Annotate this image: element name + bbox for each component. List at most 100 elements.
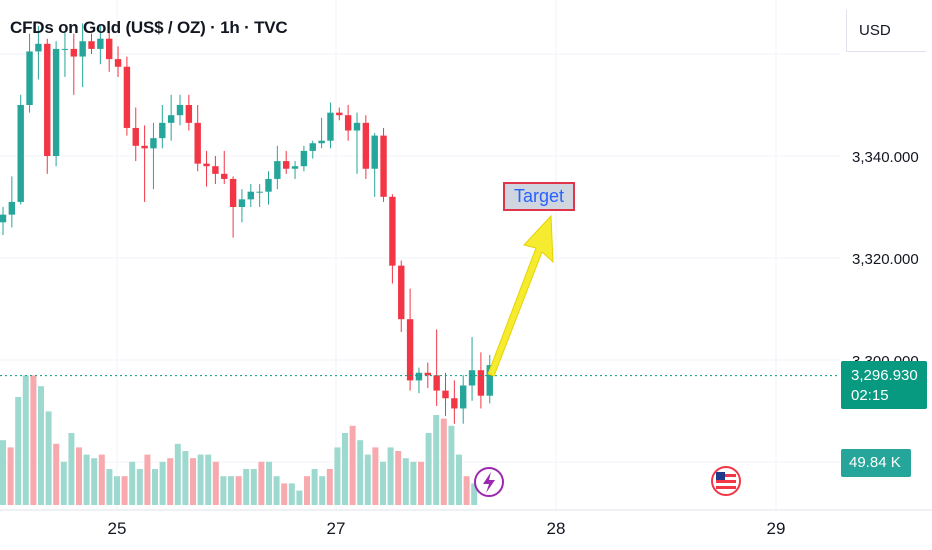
candle-body [212,166,219,174]
price-tick-label: 3,340.000 [852,149,919,166]
candle-body [229,178,237,207]
candle-body [344,115,352,131]
candle-body [291,166,299,169]
volume-bar [114,476,120,505]
chart-title: CFDs on Gold (US$ / OZ) · 1h · TVC [10,18,288,37]
currency-selector[interactable]: USD [846,10,926,52]
candle-body [424,372,431,376]
candle-body [274,161,281,179]
volume-bar [106,469,113,505]
candle-body [88,41,95,49]
volume-bar [129,461,136,505]
volume-bar [372,447,379,505]
candle-body [0,214,7,223]
candle-body [194,122,201,164]
volume-bar [235,476,242,505]
candle-body [300,150,308,167]
volume-bar [7,447,14,505]
volume-bar [296,490,303,505]
volume-bar [273,476,280,505]
volume-bar [334,447,341,505]
volume-bar [433,415,440,505]
volume-bar [425,433,432,505]
time-tick-label: 28 [547,519,566,538]
candle-body [353,122,361,131]
volume-bar [228,476,234,505]
candle-body [238,199,246,207]
candlesticks [0,23,493,424]
volume-bar [281,483,288,505]
volume-bar [342,433,348,505]
candle-body [380,135,387,197]
volume-bars [0,375,478,505]
volume-bar [304,476,310,505]
volume-bar [68,433,75,505]
volume-bar [182,451,189,505]
candle-body [415,372,423,381]
candle-body [61,48,69,50]
time-axis[interactable]: 25 27 28 29 [108,519,786,538]
volume-bar [288,483,295,505]
candle-body [97,38,104,49]
volume-bar [463,476,470,505]
volume-bar [212,461,219,505]
candle-body [486,365,493,396]
volume-bar [410,461,417,505]
volume-bar [440,418,447,505]
volume-bar [167,458,174,505]
candle-body [247,191,254,200]
grid-lines [0,0,932,511]
volume-bar [250,469,257,505]
candle-body [309,143,316,151]
candle-body [8,201,16,215]
volume-bar [387,447,394,505]
candle-body [327,112,334,141]
us-flag-icon[interactable] [711,466,741,496]
volume-bar [53,443,60,505]
target-arrow [487,214,554,377]
candle-body [362,122,370,169]
volume-bar [121,476,128,505]
volume-bar [22,375,29,505]
volume-bar [152,469,158,505]
candle-body [185,105,193,123]
volume-bar [45,411,52,505]
candle-body [398,265,405,320]
candle-body [176,105,184,116]
candle-body [70,48,77,57]
lightning-icon[interactable] [474,467,504,497]
volume-bar [349,425,356,505]
candle-body [406,319,414,381]
volume-bar [418,461,424,505]
volume-bar [83,454,90,505]
candle-body [318,140,325,144]
candle-body [114,59,122,67]
volume-badge: 49.84 K [841,449,911,477]
volume-bar [205,454,212,505]
candle-body [17,105,24,202]
candle-body [52,48,60,156]
volume-bar [448,425,455,505]
volume-bar [319,476,326,505]
candle-body [106,38,113,60]
candle-body [167,115,175,123]
candle-body [44,43,51,156]
candle-body [442,390,449,399]
candle-body [159,122,166,139]
last-price-badge: 3,296.930 02:15 [841,361,927,409]
candle-body [256,191,263,193]
candle-body [203,163,210,167]
time-tick-label: 25 [108,519,127,538]
volume-bar [197,454,204,505]
price-tick-label: 3,320.000 [852,251,919,268]
volume-bar [471,483,478,505]
volume-bar [357,440,364,505]
candle-body [336,112,343,116]
candle-body [123,66,131,128]
candle-body [433,375,440,391]
volume-bar [402,458,409,505]
volume-bar [60,461,67,505]
